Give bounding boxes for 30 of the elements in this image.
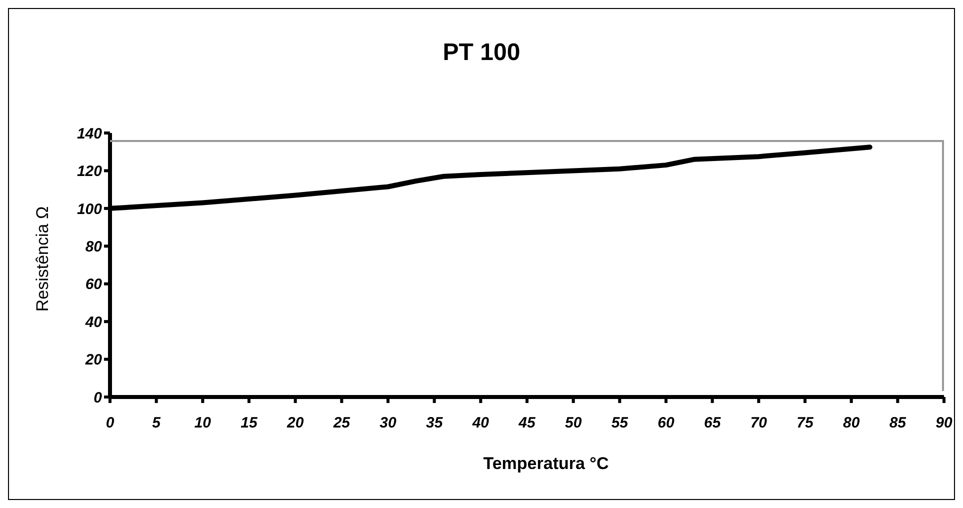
y-tick-label: 60	[85, 276, 103, 294]
x-tick-label: 35	[426, 414, 444, 432]
x-tick-label: 10	[194, 414, 212, 432]
x-tick-label: 70	[750, 414, 768, 432]
x-tick-label: 55	[611, 414, 629, 432]
x-tick-label: 25	[332, 414, 351, 432]
x-tick-label: 60	[658, 414, 675, 432]
x-axis-title: Temperatura °C	[482, 454, 610, 474]
x-tick-label: 20	[286, 414, 304, 432]
x-tick-label: 5	[152, 414, 162, 432]
y-tick-label: 40	[84, 314, 103, 331]
y-tick-label: 20	[84, 352, 103, 369]
x-tick-label: 50	[564, 414, 582, 432]
x-tick-label: 30	[380, 414, 397, 432]
x-tick-label: 40	[471, 414, 490, 432]
x-tick-label: 45	[518, 414, 536, 432]
x-tick-label: 0	[106, 414, 115, 432]
x-tick-label: 90	[936, 414, 953, 432]
x-tick-label: 65	[704, 414, 722, 432]
y-tick-label: 0	[94, 389, 103, 406]
x-tick-label: 75	[796, 414, 814, 432]
y-tick-label: 140	[76, 125, 103, 142]
y-tick-label: 120	[76, 163, 103, 180]
x-tick-label: 85	[889, 414, 907, 432]
x-tick-label: 80	[842, 414, 860, 432]
y-tick-label: 80	[85, 238, 103, 256]
y-axis-title: Resistência Ω	[33, 206, 53, 312]
chart-title: PT 100	[442, 39, 522, 67]
y-tick-label: 100	[76, 200, 103, 218]
x-tick-label: 15	[240, 414, 258, 432]
